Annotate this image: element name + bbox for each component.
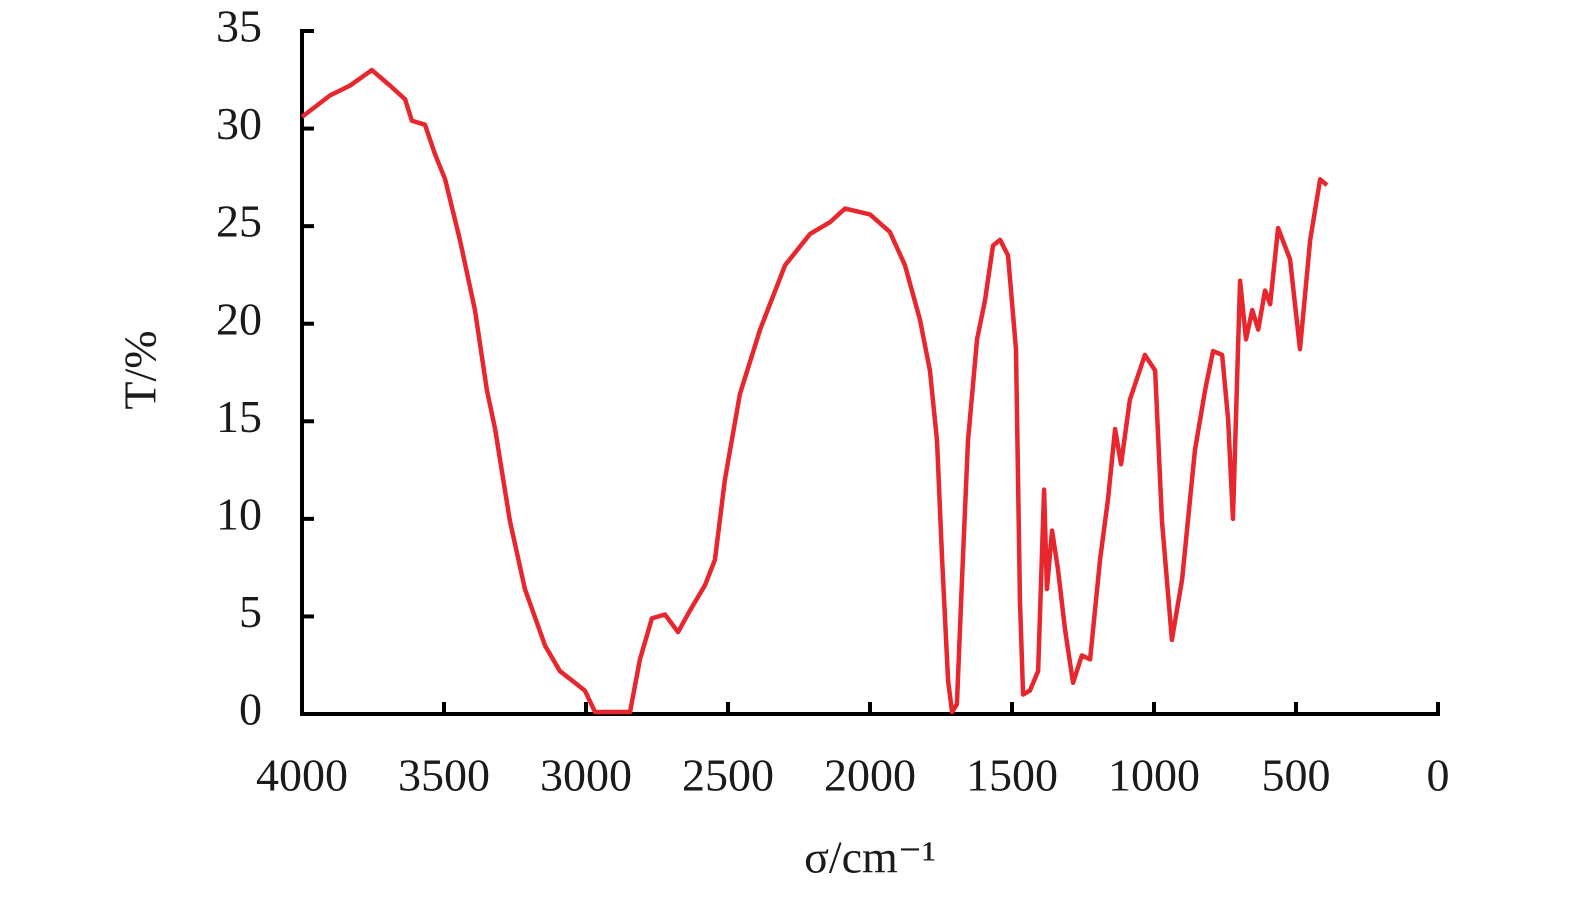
y-tick-label: 25: [216, 196, 262, 247]
y-tick-label: 10: [216, 488, 262, 539]
x-tick-label: 2000: [824, 750, 916, 801]
x-tick-label: 1000: [1108, 750, 1200, 801]
x-axis-title: σ/cm⁻¹: [804, 832, 936, 883]
x-tick-label: 3000: [540, 750, 632, 801]
x-tick-label: 4000: [256, 750, 348, 801]
x-tick-label: 1500: [966, 750, 1058, 801]
y-axis-title: T/%: [115, 330, 166, 409]
y-tick-label: 15: [216, 391, 262, 442]
x-tick-label: 3500: [398, 750, 490, 801]
x-tick-label: 0: [1427, 750, 1450, 801]
x-tick-label: 2500: [682, 750, 774, 801]
y-tick-label: 0: [239, 684, 262, 735]
y-tick-label: 5: [239, 586, 262, 637]
spectrum-line: [300, 67, 1329, 715]
y-tick-label: 30: [216, 98, 262, 149]
x-tick-label: 500: [1262, 750, 1331, 801]
y-tick-label: 35: [216, 1, 262, 52]
y-tick-label: 20: [216, 293, 262, 344]
